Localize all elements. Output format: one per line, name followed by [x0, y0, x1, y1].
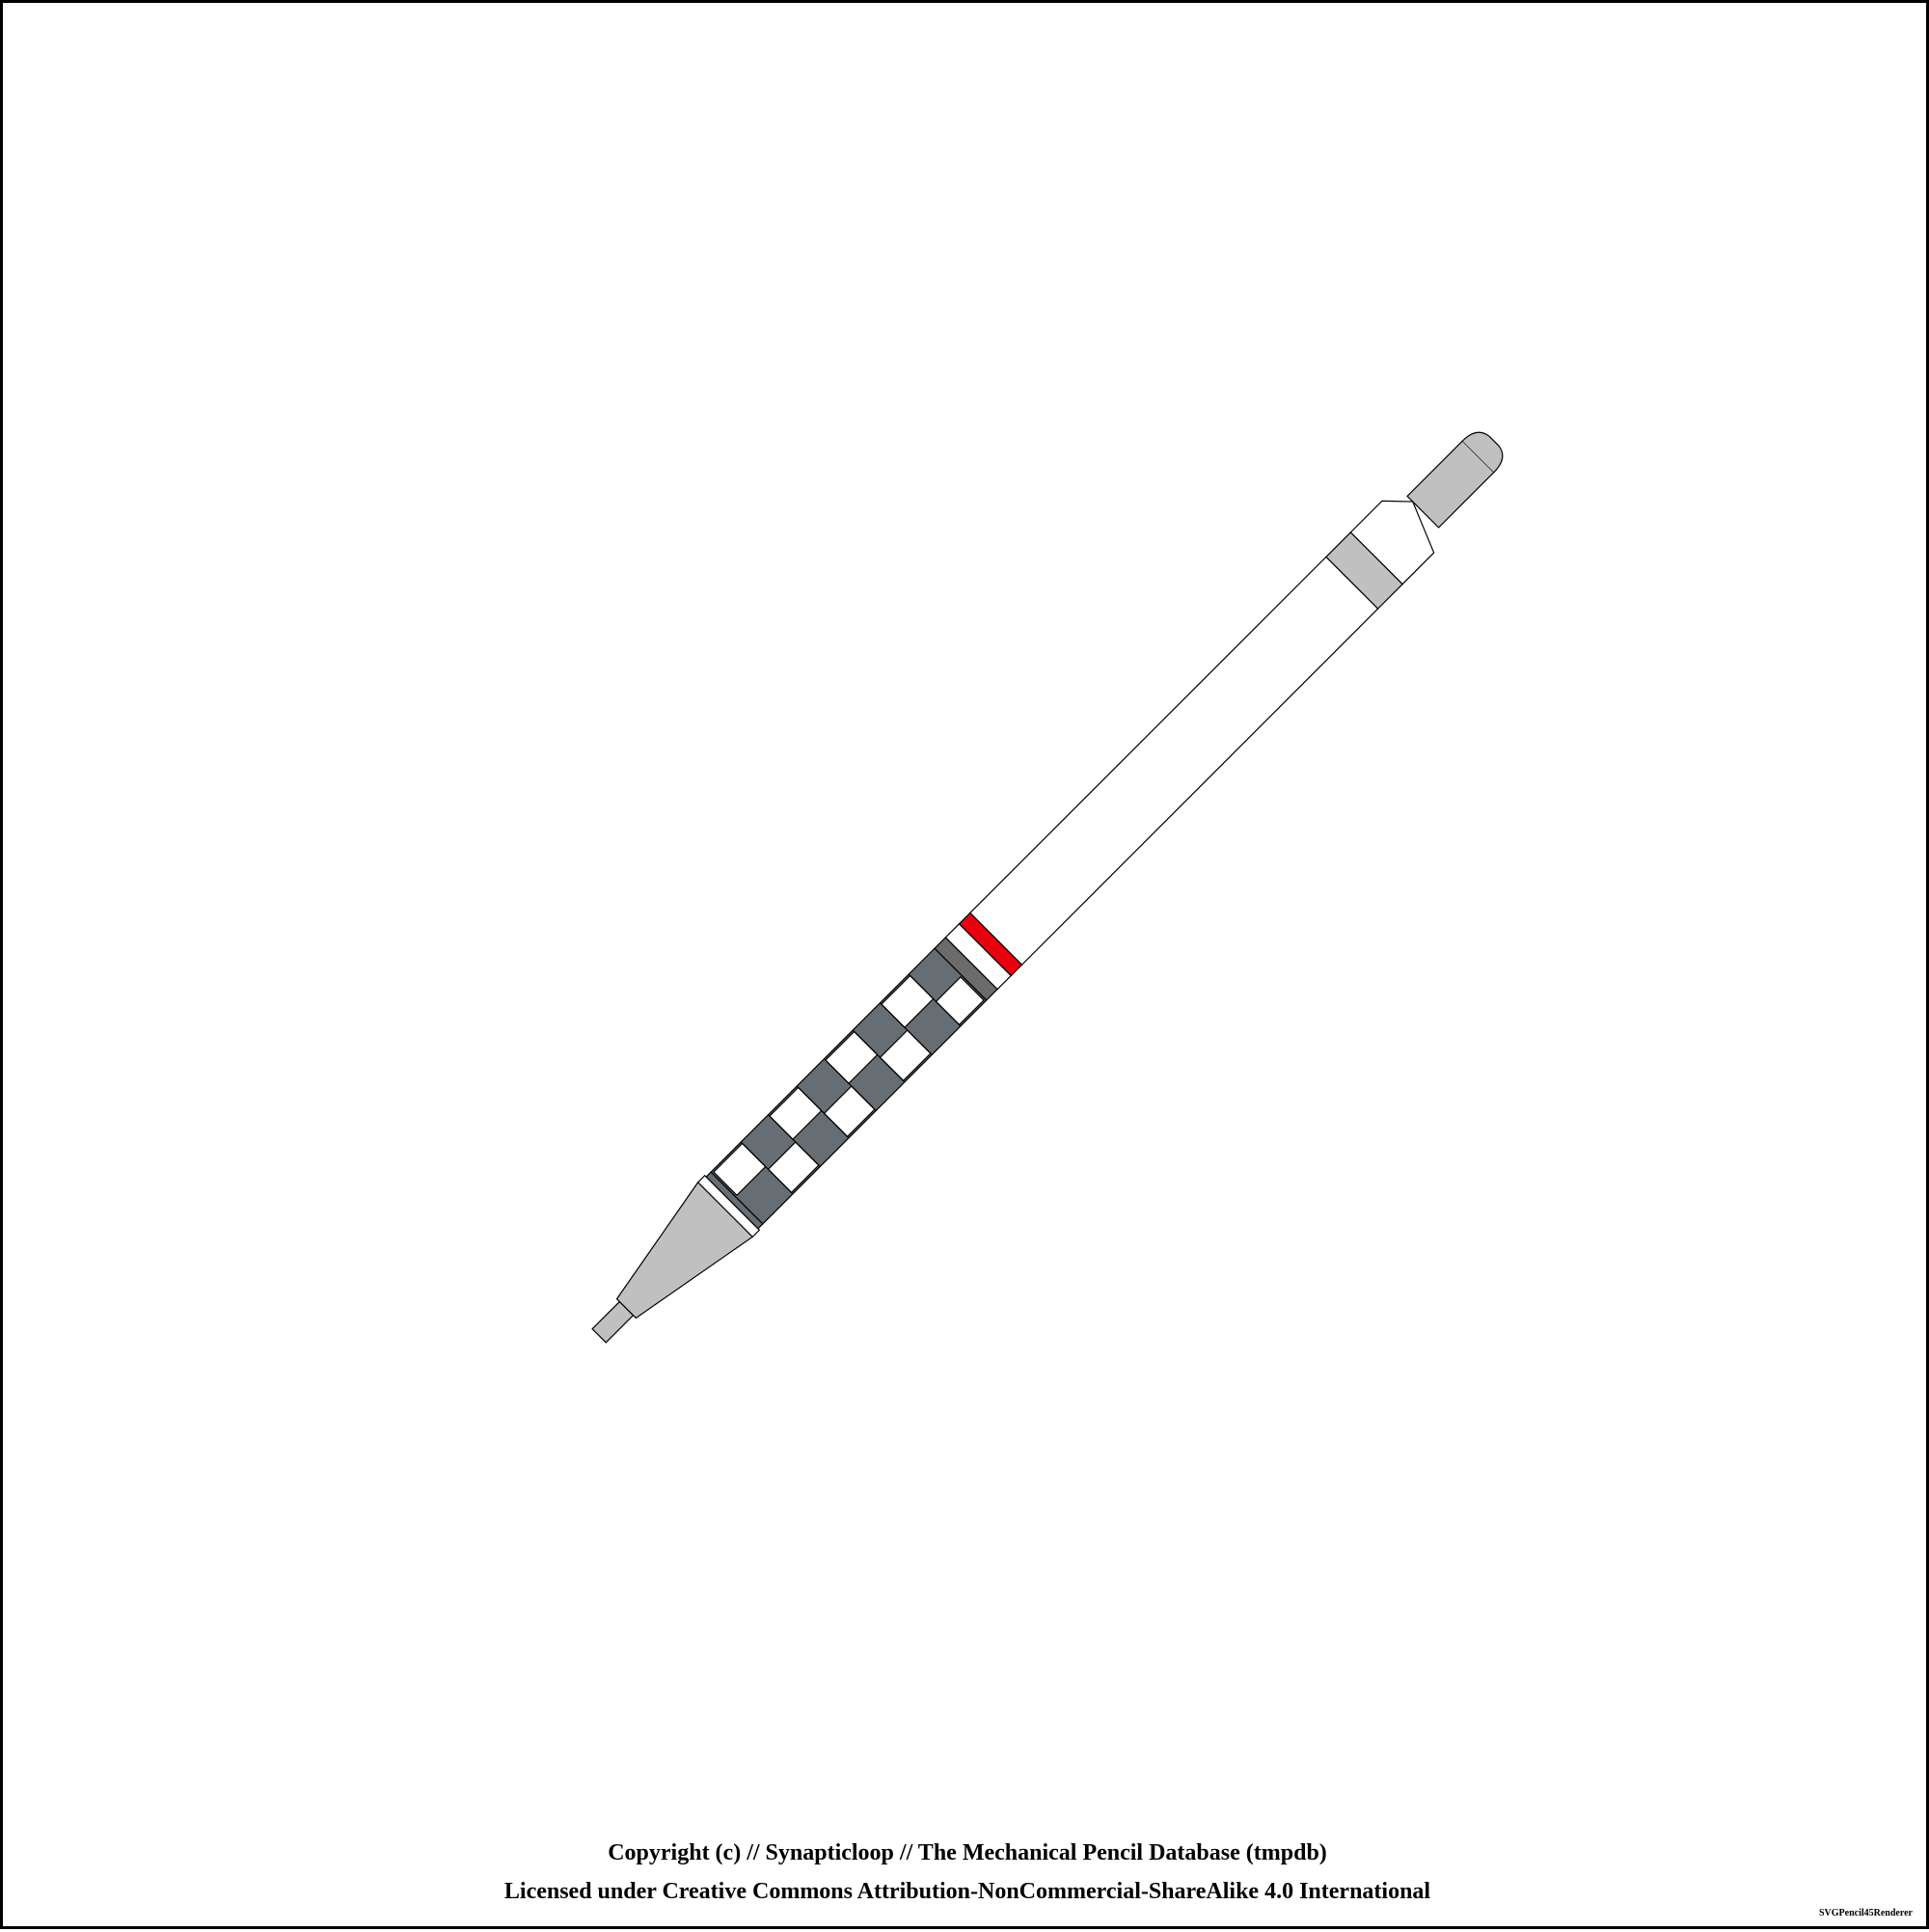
grip-divider: [908, 973, 962, 1027]
grip-divider: [880, 1002, 933, 1055]
grip-divider: [768, 1114, 821, 1167]
copyright-text: Copyright (c) // Synapticloop // The Mec…: [608, 1840, 1327, 1865]
grip-section: [710, 947, 988, 1225]
grip-divider: [824, 1058, 877, 1111]
push-button-end: [1461, 431, 1504, 474]
pencil-illustration: [591, 431, 1504, 1344]
renderer-label: SVGPencil45Renderer: [1818, 1908, 1913, 1918]
license-text: Licensed under Creative Commons Attribut…: [503, 1879, 1431, 1904]
barrel: [968, 556, 1379, 966]
end-cap: [1349, 500, 1435, 585]
grip-divider: [852, 1029, 906, 1083]
grip-divider: [740, 1141, 794, 1195]
grip-divider: [796, 1085, 850, 1139]
